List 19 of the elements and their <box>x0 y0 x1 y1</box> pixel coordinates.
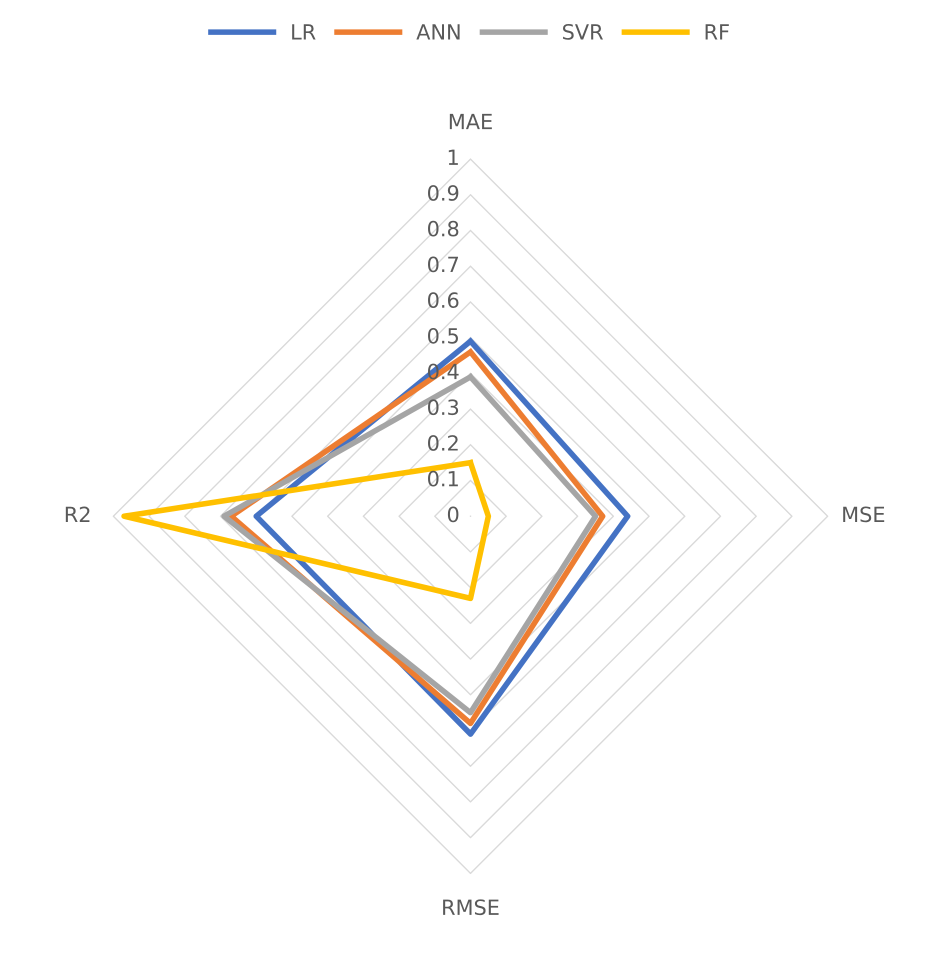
legend-label: ANN <box>416 24 460 40</box>
y-tick-label: 0.5 <box>428 328 458 344</box>
y-tick-label: 0 <box>448 506 458 522</box>
y-tick-label: 1 <box>448 150 458 165</box>
legend-label: SVR <box>563 24 603 40</box>
y-tick-label: 0.1 <box>428 470 458 487</box>
spoke-label: MSE <box>843 506 884 522</box>
legend-label: RF <box>706 24 729 40</box>
y-tick-label: 0.9 <box>428 185 458 201</box>
y-tick-label: 0.2 <box>428 435 458 451</box>
spoke-label: R2 <box>66 506 90 522</box>
spoke-label: RMSE <box>443 899 499 916</box>
y-tick-label: 0.3 <box>428 399 458 416</box>
spoke-label: MAE <box>450 114 492 130</box>
y-tick-label: 0.4 <box>428 364 459 380</box>
y-tick-label: 0.7 <box>428 256 458 272</box>
y-tick-label: 0.8 <box>428 220 458 237</box>
y-tick-label: 0.6 <box>428 292 458 308</box>
legend-label: LR <box>292 24 316 40</box>
